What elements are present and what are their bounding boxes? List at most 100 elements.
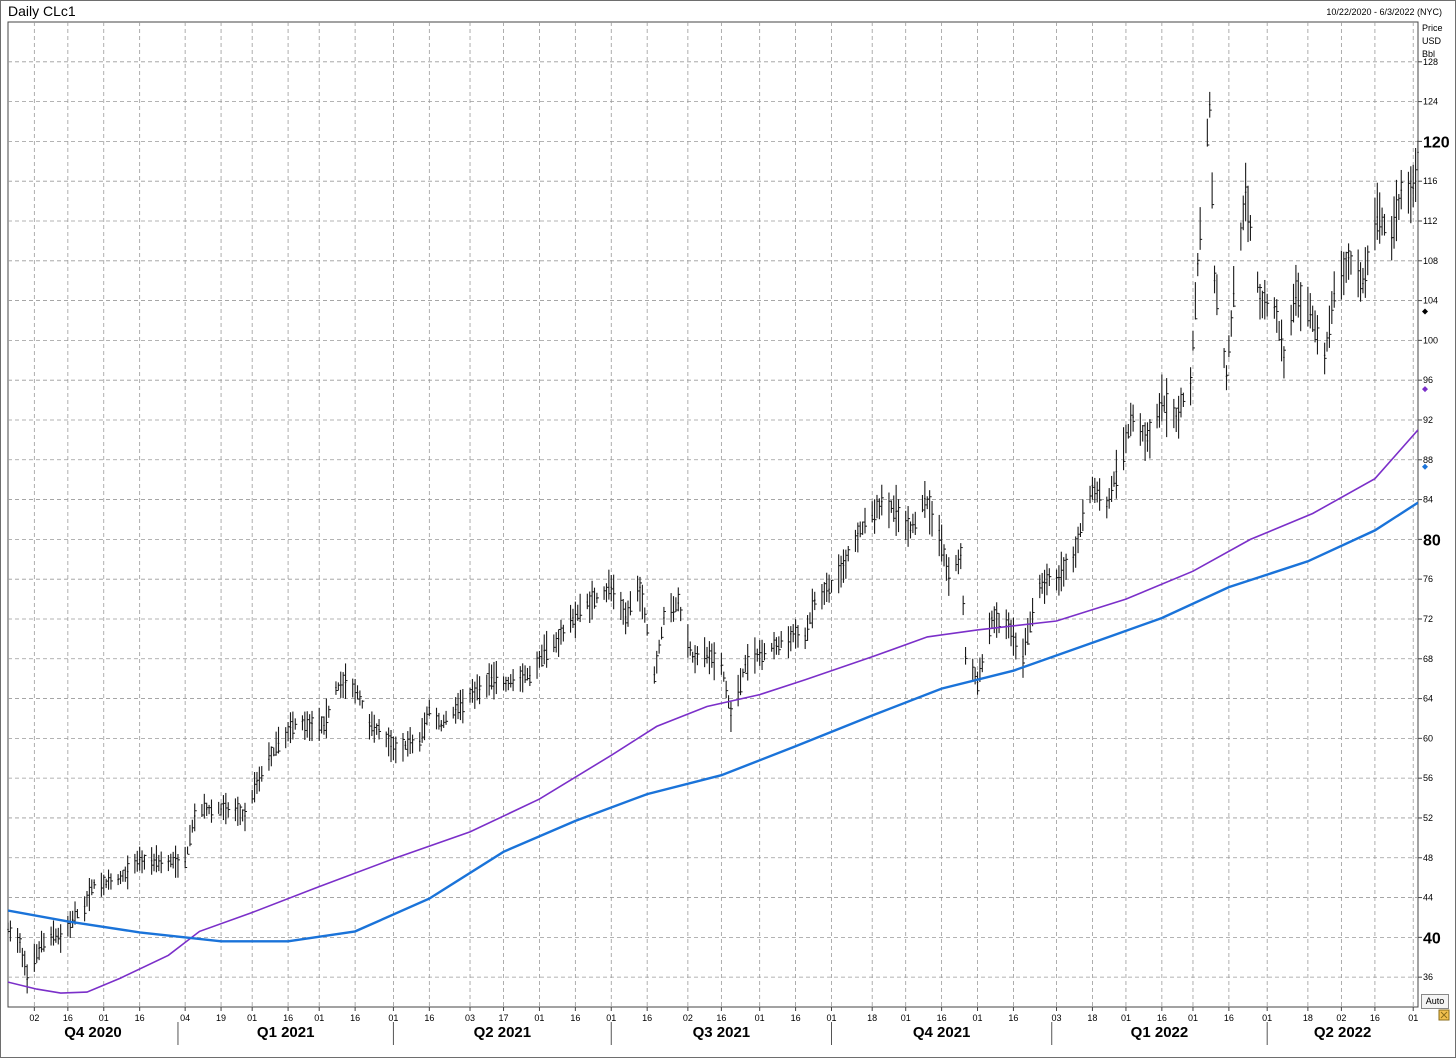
x-tick-label: 16 bbox=[424, 1013, 434, 1023]
price-point bbox=[691, 655, 694, 658]
y-tick-label: 108 bbox=[1423, 256, 1438, 266]
price-point bbox=[289, 726, 292, 729]
price-point bbox=[71, 918, 74, 921]
price-point bbox=[663, 617, 665, 619]
price-point bbox=[83, 905, 86, 908]
quarter-label: Q1 2022 bbox=[1131, 1024, 1189, 1041]
price-point bbox=[1196, 262, 1199, 265]
price-point bbox=[1295, 296, 1297, 299]
price-point bbox=[895, 510, 897, 513]
axis-value-marker bbox=[1422, 463, 1428, 470]
price-point bbox=[871, 514, 873, 517]
price-point bbox=[1412, 187, 1415, 189]
price-point bbox=[572, 617, 574, 619]
price-point bbox=[639, 586, 641, 588]
quarter-label: Q2 2022 bbox=[1314, 1024, 1372, 1041]
x-tick-label: 16 bbox=[642, 1013, 652, 1023]
y-tick-label: 72 bbox=[1423, 614, 1433, 624]
x-tick-label: 16 bbox=[791, 1013, 801, 1023]
price-point bbox=[1309, 313, 1312, 316]
price-point bbox=[1232, 292, 1235, 295]
price-point bbox=[1376, 216, 1379, 218]
y-tick-label: 88 bbox=[1423, 455, 1433, 465]
price-point bbox=[1417, 151, 1419, 154]
price-point bbox=[138, 858, 141, 861]
price-point bbox=[368, 721, 371, 724]
x-tick-label: 16 bbox=[1008, 1013, 1018, 1023]
price-point bbox=[976, 681, 979, 684]
price-point bbox=[1273, 306, 1276, 309]
price-point bbox=[205, 808, 208, 810]
x-tick-label: 16 bbox=[1370, 1013, 1380, 1023]
price-point bbox=[193, 815, 196, 817]
x-tick-label: 16 bbox=[350, 1013, 360, 1023]
auto-scale-button[interactable]: Auto bbox=[1421, 994, 1449, 1009]
price-point bbox=[1175, 415, 1178, 417]
price-point bbox=[26, 978, 28, 980]
price-point bbox=[105, 883, 107, 886]
x-tick-label: 03 bbox=[1052, 1013, 1062, 1023]
price-point bbox=[7, 928, 9, 931]
x-tick-label: 01 bbox=[314, 1013, 324, 1023]
price-point bbox=[244, 815, 246, 817]
price-point bbox=[991, 617, 993, 619]
price-point bbox=[1055, 577, 1058, 579]
y-tick-label: 100 bbox=[1423, 335, 1438, 345]
y-tick-label: 84 bbox=[1423, 495, 1433, 505]
price-point bbox=[1132, 416, 1134, 418]
price-point bbox=[519, 676, 522, 679]
y-tick-label: 80 bbox=[1423, 532, 1441, 549]
moving-average-line bbox=[8, 429, 1418, 994]
price-point bbox=[543, 650, 546, 652]
y-tick-label: 124 bbox=[1423, 97, 1438, 107]
quarter-label: Q2 2021 bbox=[474, 1024, 532, 1041]
y-tick-label: 112 bbox=[1423, 216, 1437, 226]
axis-unit-volume: Bbl bbox=[1422, 49, 1436, 59]
y-tick-label: 76 bbox=[1423, 574, 1433, 584]
y-tick-label: 36 bbox=[1423, 972, 1433, 982]
price-point bbox=[653, 673, 656, 676]
y-tick-label: 56 bbox=[1423, 773, 1433, 783]
settings-icon[interactable] bbox=[1438, 1009, 1450, 1021]
x-tick-label: 01 bbox=[901, 1013, 911, 1023]
x-tick-label: 02 bbox=[683, 1013, 693, 1023]
price-point bbox=[964, 655, 967, 658]
price-point bbox=[842, 564, 845, 567]
price-point bbox=[356, 691, 359, 694]
price-point bbox=[720, 664, 723, 667]
y-tick-label: 68 bbox=[1423, 654, 1433, 664]
x-tick-label: 01 bbox=[1408, 1013, 1418, 1023]
price-point bbox=[1333, 292, 1336, 295]
price-point bbox=[59, 935, 62, 938]
x-tick-label: 01 bbox=[99, 1013, 109, 1023]
price-point bbox=[268, 758, 270, 761]
x-tick-label: 18 bbox=[1087, 1013, 1097, 1023]
price-point bbox=[378, 728, 380, 731]
price-point bbox=[938, 529, 941, 532]
date-range: 10/22/2020 - 6/3/2022 (NYC) bbox=[1326, 7, 1442, 17]
price-point bbox=[1146, 440, 1149, 442]
price-point bbox=[404, 744, 407, 747]
y-tick-label: 96 bbox=[1423, 375, 1433, 385]
y-tick-label: 40 bbox=[1423, 930, 1441, 947]
price-point bbox=[93, 881, 95, 884]
price-point bbox=[256, 780, 258, 782]
price-point bbox=[38, 947, 40, 950]
price-point bbox=[586, 601, 589, 603]
y-tick-label: 60 bbox=[1423, 733, 1433, 743]
price-point bbox=[924, 497, 926, 500]
chart-title: Daily CLc1 bbox=[8, 3, 76, 19]
price-point bbox=[909, 529, 912, 532]
price-point bbox=[478, 688, 481, 691]
price-point bbox=[19, 941, 21, 944]
axis-unit-currency: USD bbox=[1422, 36, 1442, 46]
price-point bbox=[277, 742, 280, 745]
price-point bbox=[947, 577, 950, 579]
price-point bbox=[730, 714, 732, 717]
price-point bbox=[323, 724, 325, 727]
axis-value-marker bbox=[1422, 386, 1428, 393]
price-point bbox=[1323, 354, 1326, 357]
price-point bbox=[804, 635, 806, 637]
price-point bbox=[813, 599, 816, 601]
